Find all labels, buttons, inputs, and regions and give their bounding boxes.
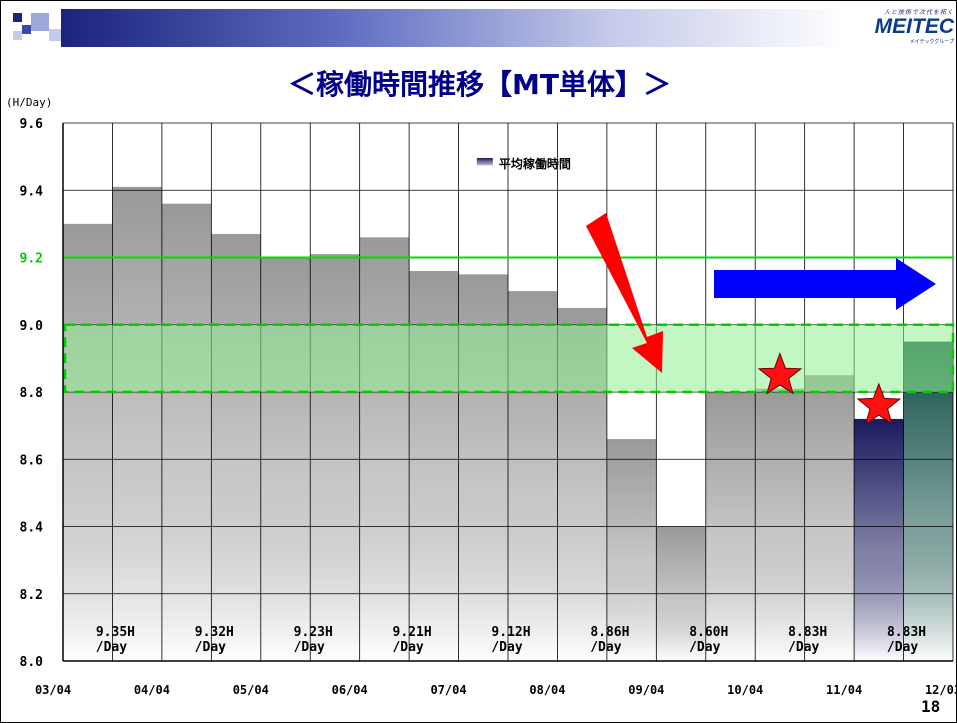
x-tick-label: 12/03 bbox=[925, 683, 957, 697]
y-tick-label: 9.4 bbox=[20, 184, 44, 199]
data-label: 9.12H/Day bbox=[491, 625, 530, 655]
y-tick-label: 8.2 bbox=[20, 588, 43, 603]
bar bbox=[755, 388, 805, 661]
y-tick-label: 9.6 bbox=[20, 117, 44, 132]
x-tick-label: 06/04 bbox=[332, 683, 368, 697]
x-tick-label: 07/04 bbox=[430, 683, 466, 697]
bar bbox=[161, 203, 212, 661]
y-tick-label: 8.8 bbox=[20, 386, 44, 401]
arrow-down bbox=[586, 213, 663, 373]
target-band bbox=[63, 323, 955, 394]
data-label: 8.60H/Day bbox=[689, 625, 728, 655]
star-marker bbox=[757, 352, 803, 395]
page-title: ＜稼働時間推移【MT単体】＞ bbox=[288, 68, 671, 101]
legend-swatch bbox=[476, 158, 493, 166]
y-tick-label: 8.0 bbox=[20, 655, 44, 670]
logo-brand: MEITEC bbox=[874, 15, 954, 38]
bar bbox=[310, 254, 360, 661]
data-label: 9.23H/Day bbox=[294, 625, 333, 655]
data-label: 9.35H/Day bbox=[96, 625, 135, 655]
arrow-right bbox=[714, 258, 936, 310]
bar bbox=[63, 223, 113, 661]
y-tick-label: 9.0 bbox=[20, 319, 44, 334]
bar bbox=[606, 439, 657, 661]
data-label: 9.32H/Day bbox=[195, 625, 234, 655]
x-tick-label: 04/04 bbox=[134, 683, 170, 697]
legend-label: 平均稼働時間 bbox=[499, 156, 571, 171]
header-gradient-band bbox=[61, 9, 846, 47]
x-tick-label: 05/04 bbox=[233, 683, 269, 697]
data-label: 9.21H/Day bbox=[392, 625, 431, 655]
x-tick-label: 10/04 bbox=[727, 683, 763, 697]
logo-group: メイテックグループ bbox=[909, 39, 954, 45]
x-tick-label: 08/04 bbox=[529, 683, 565, 697]
y-tick-label: 8.6 bbox=[20, 453, 44, 468]
bar bbox=[903, 341, 953, 661]
x-tick-label: 09/04 bbox=[628, 683, 664, 697]
company-logo: 人と技術で次代を拓く MEITEC メイテックグループ bbox=[856, 7, 954, 45]
y-axis-label: (H/Day) bbox=[6, 96, 52, 109]
data-label: 8.83H/Day bbox=[788, 625, 827, 655]
data-label: 8.83H/Day bbox=[887, 625, 926, 655]
y-tick-label: 8.4 bbox=[20, 521, 44, 536]
bar bbox=[211, 233, 261, 661]
bar bbox=[359, 237, 410, 661]
data-label: 8.86H/Day bbox=[590, 625, 629, 655]
logo-tagline: 人と技術で次代を拓く bbox=[883, 9, 954, 16]
page-number: 18 bbox=[921, 697, 941, 716]
y-tick-label: 9.2 bbox=[20, 252, 43, 267]
x-tick-label: 03/04 bbox=[35, 683, 71, 697]
star-marker bbox=[856, 382, 902, 425]
x-tick-label: 11/04 bbox=[826, 683, 862, 697]
bar bbox=[804, 375, 855, 661]
bar bbox=[112, 186, 162, 661]
corner-decoration bbox=[13, 13, 61, 41]
